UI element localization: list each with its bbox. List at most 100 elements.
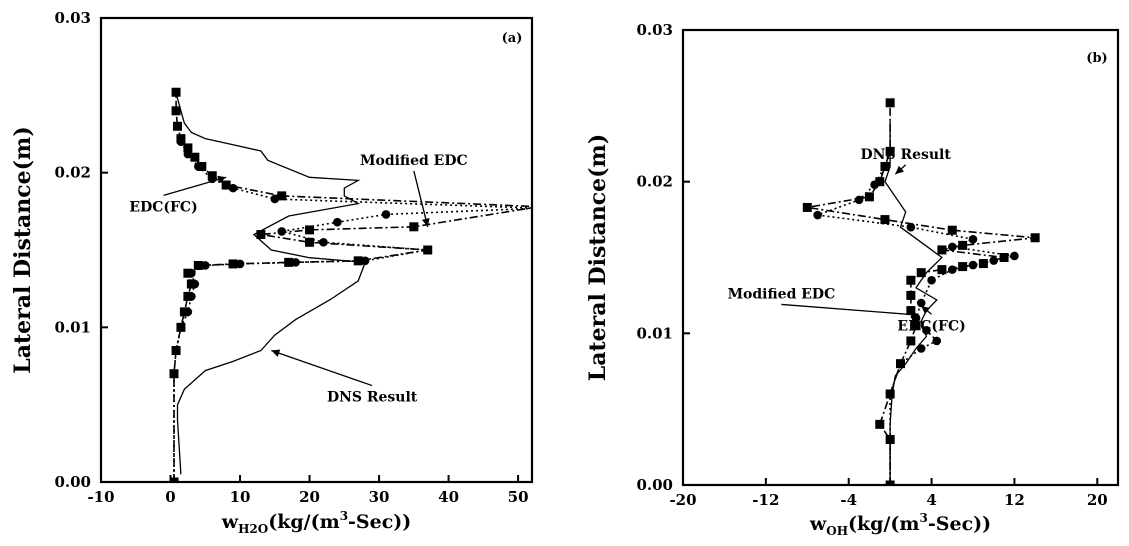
panel-label: (a) xyxy=(502,31,523,46)
series-line-edc-fc- xyxy=(173,141,532,482)
data-point-circle xyxy=(896,359,905,368)
data-point-circle xyxy=(535,204,544,213)
annotation-arrow-head xyxy=(895,165,904,175)
plot-frame xyxy=(681,28,1120,487)
annotation-label: DNS Result xyxy=(327,390,418,406)
y-tick-label: 0.02 xyxy=(54,164,91,182)
data-point-circle xyxy=(854,195,864,205)
data-point-square xyxy=(221,180,231,190)
data-point-circle xyxy=(989,256,999,265)
annotation-arrow-head xyxy=(921,306,930,315)
data-point-circle xyxy=(270,194,280,204)
chart-panel-b: -20 -12 -4 4 12 20 0.00 0.01 0.02 0.03 Lateral Dis… xyxy=(585,21,1120,538)
x-axis-label-unit-end: -Sec)) xyxy=(348,511,411,533)
annotation-arrow-line xyxy=(413,170,429,227)
data-point-circle xyxy=(228,183,238,193)
y-tick-label: 0.01 xyxy=(54,318,91,336)
annotation-arrow-head xyxy=(910,310,920,319)
x-tick-label: 10 xyxy=(230,488,251,506)
data-point-circle xyxy=(932,336,942,346)
x-axis-label-symbol: w xyxy=(809,513,827,535)
annotation-arrow-head xyxy=(217,175,227,184)
data-point-square xyxy=(1030,233,1040,243)
series-line-modified-edc xyxy=(173,92,532,482)
y-tick-label: 0.03 xyxy=(636,21,673,39)
data-point-square xyxy=(534,202,543,211)
data-point-square xyxy=(305,225,315,235)
x-axis-label-subscript: OH xyxy=(826,524,848,538)
data-point-square xyxy=(171,106,181,116)
data-point-circle xyxy=(176,323,186,332)
data-point-square xyxy=(193,260,203,270)
data-point-square xyxy=(183,143,193,153)
data-point-square xyxy=(880,215,890,225)
x-axis-label-unit: (kg/(m xyxy=(848,513,919,535)
data-point-square xyxy=(906,306,916,316)
data-point-square xyxy=(911,321,921,331)
series-group xyxy=(802,98,1040,485)
data-point-circle xyxy=(190,279,200,289)
x-tick-label: 30 xyxy=(369,488,390,506)
data-point-circle xyxy=(194,162,203,171)
y-tick-label: 0.00 xyxy=(636,476,673,494)
data-point-square xyxy=(885,98,895,108)
x-axis-label: wH2O(kg/(m3-Sec)) xyxy=(221,509,412,536)
y-tick-label: 0.01 xyxy=(636,324,673,342)
data-point-circle xyxy=(360,256,370,266)
data-point-square xyxy=(172,121,182,131)
data-point-circle xyxy=(927,275,936,285)
data-point-square xyxy=(277,191,287,201)
data-point-square xyxy=(947,225,957,235)
data-point-square xyxy=(171,87,181,97)
x-tick-label: 20 xyxy=(299,488,320,506)
x-tick-label: 40 xyxy=(438,488,459,506)
annotation-arrow-line xyxy=(781,303,920,316)
x-axis-label: wOH(kg/(m3-Sec)) xyxy=(809,511,991,538)
data-point-square xyxy=(802,202,812,212)
data-point-circle xyxy=(916,344,926,353)
data-point-square xyxy=(875,419,885,429)
data-point-circle xyxy=(922,326,931,335)
series-line-dns-result xyxy=(884,121,943,485)
data-point-circle xyxy=(381,210,391,219)
x-axis-label-unit-end: -Sec)) xyxy=(928,513,991,535)
data-point-circle xyxy=(200,261,210,270)
data-point-circle xyxy=(277,227,287,236)
x-axis-label-superscript: 3 xyxy=(920,511,928,525)
data-point-square xyxy=(906,290,916,300)
annotation-label: DNS Result xyxy=(861,147,952,163)
data-point-square xyxy=(978,259,988,269)
data-point-square xyxy=(875,177,885,187)
x-tick-label: -10 xyxy=(87,488,114,506)
data-point-circle xyxy=(885,389,895,399)
data-point-square xyxy=(937,245,947,255)
data-point-circle xyxy=(423,245,433,255)
x-tick-label: 0 xyxy=(165,488,175,506)
data-point-circle xyxy=(968,235,978,244)
data-point-square xyxy=(864,192,874,202)
data-point-circle xyxy=(947,265,957,274)
data-point-circle xyxy=(176,137,186,147)
data-point-circle xyxy=(169,477,179,482)
y-tick-label: 0.02 xyxy=(636,173,673,191)
data-point-circle xyxy=(906,222,916,232)
x-tick-label: 20 xyxy=(1087,491,1108,509)
panel-label: (b) xyxy=(1086,51,1107,66)
data-point-circle xyxy=(885,480,895,485)
x-tick-label: 12 xyxy=(1004,491,1025,509)
data-point-square xyxy=(906,275,916,285)
x-tick-label: 50 xyxy=(508,488,529,506)
annotation-label: Modified EDC xyxy=(728,286,836,302)
data-point-circle xyxy=(916,298,926,308)
annotation-arrow-head xyxy=(421,217,430,227)
data-point-square xyxy=(256,230,266,240)
x-tick-label: -20 xyxy=(669,491,696,509)
annotation-arrow-line xyxy=(163,176,227,196)
data-point-circle xyxy=(183,307,193,317)
data-point-square xyxy=(190,152,200,162)
data-point-circle xyxy=(968,260,978,270)
data-point-circle xyxy=(870,180,879,189)
data-point-square xyxy=(958,240,968,250)
data-point-circle xyxy=(235,259,245,269)
